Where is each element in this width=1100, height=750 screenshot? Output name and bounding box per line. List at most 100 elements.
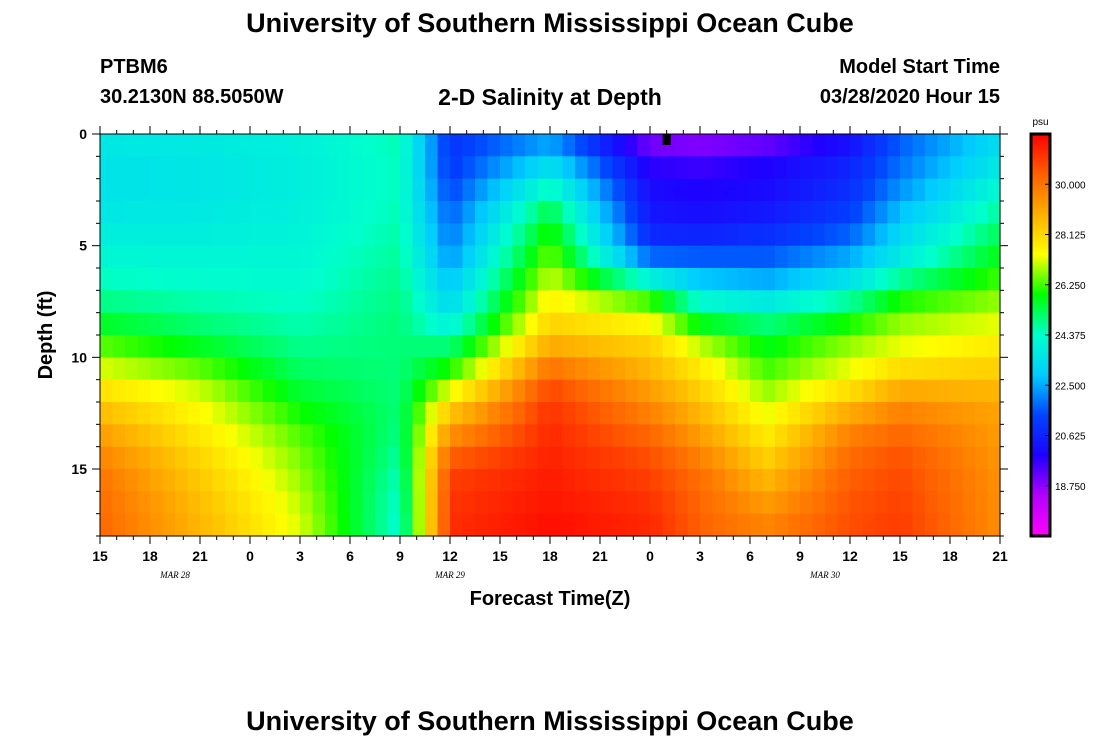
heatmap-cell: [887, 491, 901, 515]
heatmap-cell: [687, 290, 701, 314]
heatmap-cell: [762, 312, 776, 336]
heatmap-cell: [887, 134, 901, 157]
heatmap-cell: [962, 290, 976, 314]
heatmap-cell: [487, 245, 501, 269]
heatmap-cell: [200, 491, 214, 515]
heatmap-cell: [487, 134, 501, 157]
heatmap-cell: [800, 335, 814, 358]
heatmap-cell: [600, 379, 614, 403]
heatmap-cell: [200, 134, 214, 157]
heatmap-cell: [750, 446, 764, 470]
heatmap-cell: [200, 290, 214, 314]
heatmap-cell: [712, 290, 726, 314]
heatmap-cell: [350, 491, 364, 515]
heatmap-cell: [887, 201, 901, 224]
heatmap-cell: [875, 178, 889, 202]
heatmap-cell: [750, 513, 764, 537]
heatmap-cell: [925, 201, 939, 224]
heatmap-cell: [525, 268, 539, 291]
heatmap-cell: [362, 268, 376, 291]
heatmap-cell: [912, 290, 926, 314]
heatmap-cell: [887, 268, 901, 291]
heatmap-cell: [637, 379, 651, 403]
heatmap-cell: [825, 446, 839, 470]
heatmap-cell: [900, 223, 914, 247]
heatmap-cell: [987, 201, 1001, 224]
heatmap-cell: [575, 446, 589, 470]
heatmap-cell: [237, 469, 251, 492]
heatmap-cell: [175, 156, 189, 180]
heatmap-cell: [925, 469, 939, 492]
heatmap-cell: [275, 201, 289, 224]
heatmap-cell: [150, 223, 164, 247]
heatmap-cell: [912, 268, 926, 291]
heatmap-cell: [950, 491, 964, 515]
heatmap-cell: [187, 312, 201, 336]
heatmap-cell: [787, 424, 801, 448]
heatmap-cell: [500, 245, 514, 269]
heatmap-cell: [237, 424, 251, 448]
heatmap-cell: [825, 223, 839, 247]
heatmap-cell: [900, 424, 914, 448]
heatmap-cell: [562, 335, 576, 358]
heatmap-cell: [275, 290, 289, 314]
heatmap-cell: [975, 357, 989, 381]
heatmap-cell: [837, 379, 851, 403]
heatmap-cell: [625, 446, 639, 470]
heatmap-cell: [475, 424, 489, 448]
heatmap-cell: [837, 513, 851, 537]
heatmap-cell: [500, 134, 514, 157]
heatmap-cell: [650, 513, 664, 537]
heatmap-cell: [187, 424, 201, 448]
heatmap-cell: [487, 424, 501, 448]
heatmap-cell: [825, 335, 839, 358]
heatmap-cell: [750, 178, 764, 202]
heatmap-cell: [875, 469, 889, 492]
heatmap-cell: [487, 268, 501, 291]
heatmap-cell: [587, 469, 601, 492]
heatmap-cell: [687, 335, 701, 358]
heatmap-cell: [550, 134, 564, 157]
heatmap-cell: [462, 469, 476, 492]
heatmap-cell: [687, 469, 701, 492]
heatmap-cell: [275, 513, 289, 537]
heatmap-cell: [375, 335, 389, 358]
heatmap-cell: [725, 469, 739, 492]
heatmap-cell: [975, 223, 989, 247]
heatmap-cell: [425, 245, 439, 269]
heatmap-cell: [500, 491, 514, 515]
heatmap-cell: [187, 446, 201, 470]
heatmap-cell: [937, 134, 951, 157]
heatmap-cell: [125, 446, 139, 470]
heatmap-cell: [400, 446, 414, 470]
heatmap-cell: [312, 290, 326, 314]
heatmap-cell: [887, 424, 901, 448]
heatmap-cell: [250, 335, 264, 358]
heatmap-cell: [312, 134, 326, 157]
heatmap-cell: [587, 290, 601, 314]
heatmap-cell: [937, 424, 951, 448]
heatmap-cell: [137, 134, 151, 157]
heatmap-cell: [512, 402, 526, 425]
heatmap-cell: [562, 178, 576, 202]
heatmap-cell: [250, 178, 264, 202]
heatmap-cell: [825, 178, 839, 202]
heatmap-cell: [300, 156, 314, 180]
heatmap-cell: [750, 335, 764, 358]
heatmap-cell: [600, 357, 614, 381]
heatmap-cell: [387, 335, 401, 358]
heatmap-cell: [287, 223, 301, 247]
heatmap-cell: [950, 424, 964, 448]
heatmap-cell: [162, 335, 176, 358]
heatmap-cell: [750, 402, 764, 425]
heatmap-cell: [250, 245, 264, 269]
heatmap-cell: [525, 290, 539, 314]
heatmap-cell: [587, 424, 601, 448]
heatmap-cell: [862, 156, 876, 180]
heatmap-cell: [550, 513, 564, 537]
heatmap-cell: [100, 201, 114, 224]
heatmap-cell: [800, 290, 814, 314]
heatmap-cell: [412, 491, 426, 515]
heatmap-cell: [112, 268, 126, 291]
heatmap-cell: [762, 201, 776, 224]
